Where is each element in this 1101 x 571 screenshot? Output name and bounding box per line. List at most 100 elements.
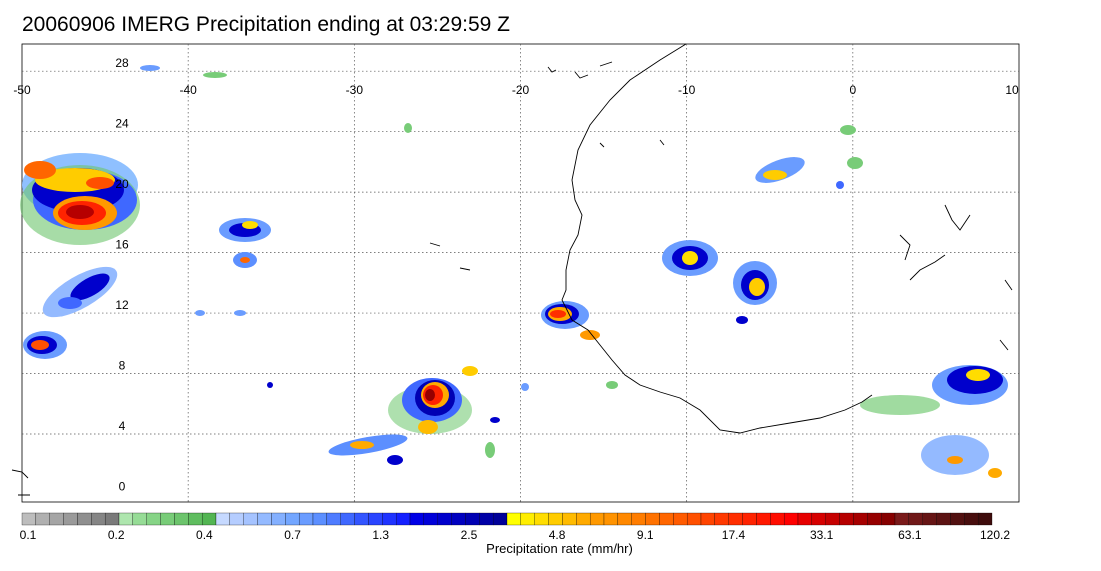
lon-tick-label: 0 [849,83,856,97]
lat-tick-label: 20 [115,177,129,191]
colorbar-swatch [506,512,522,526]
colorbar-tick-label: 33.1 [809,528,834,542]
colorbar-swatch [603,512,619,526]
colorbar-swatch [548,512,563,526]
colorbar-swatch [229,512,244,526]
colorbar-swatch [534,512,549,526]
colorbar-swatch [271,512,286,526]
colorbar-swatch [326,512,341,526]
colorbar-swatch [742,512,757,526]
colorbar-swatch [811,512,826,526]
lat-tick-label: 28 [115,56,129,70]
colorbar-swatch [63,512,78,526]
rain-cell [20,153,140,245]
colorbar-swatch [922,512,937,526]
lon-tick-label: -20 [512,83,530,97]
rain-cell [860,365,1008,478]
colorbar-swatch [257,512,272,526]
rain-cell [42,266,118,318]
rain-cell [541,301,600,340]
colorbar-swatch [354,512,369,526]
colorbar-swatch [700,512,716,526]
colorbar-swatch [770,512,785,526]
lon-tick-label: -50 [13,83,31,97]
rain-cell [23,331,67,359]
colorbar-swatch [936,512,951,526]
colorbar-swatch [423,512,438,526]
colorbar-swatch [977,512,993,526]
colorbar-swatch [451,512,466,526]
colorbar-swatch [853,512,868,526]
colorbar-swatch [714,512,729,526]
colorbar-swatch [91,512,106,526]
colorbar-swatch [409,512,425,526]
colorbar-swatch [617,512,632,526]
colorbar-swatch [589,512,605,526]
colorbar-swatch [562,512,577,526]
colorbar-swatch [49,512,64,526]
colorbar-swatch [382,512,397,526]
colorbar-swatch [368,512,383,526]
lat-tick-label: 0 [119,479,126,493]
light-rain-patches [140,65,863,458]
colorbar-swatch [825,512,840,526]
precipitation-field [20,65,1008,478]
colorbar-swatch [35,512,50,526]
colorbar-swatch [437,512,452,526]
colorbar-swatch [673,512,688,526]
colorbar-swatch [340,512,355,526]
colorbar-swatch [908,512,923,526]
colorbar-swatch [964,512,979,526]
lon-tick-label: 10 [1005,83,1019,97]
colorbar-tick-label: 0.2 [107,528,125,542]
colorbar-swatch [174,512,189,526]
rain-cell [219,218,271,268]
lat-tick-label: 12 [115,298,129,312]
colorbar-tick-label: 9.1 [636,528,654,542]
chart-title: 20060906 IMERG Precipitation ending at 0… [22,13,510,36]
lat-tick-label: 16 [115,238,129,252]
colorbar-swatch [146,512,161,526]
colorbar-swatch [298,512,314,526]
colorbar-swatch [631,512,646,526]
colorbar-swatch [160,512,175,526]
colorbar-swatch [576,512,591,526]
colorbar-tick-label: 0.7 [284,528,301,542]
colorbar-tick-label: 2.5 [460,528,478,542]
colorbar-swatch [756,512,771,526]
lat-tick-label: 8 [119,359,126,373]
colorbar-swatch [465,512,480,526]
lat-tick-label: 4 [119,419,126,433]
colorbar-tick-label: 63.1 [898,528,922,542]
colorbar-swatch [839,512,854,526]
colorbar-swatch [395,512,411,526]
colorbar-swatch [312,512,328,526]
colorbar-swatch [104,512,120,526]
colorbar-swatch [479,512,494,526]
colorbar-swatch [215,512,231,526]
colorbar-tick-label: 4.8 [548,528,566,542]
colorbar-swatch [243,512,258,526]
colorbar-tick-label: 0.1 [19,528,37,542]
colorbar-tick-label: 120.2 [979,528,1011,542]
lat-tick-label: 24 [115,117,129,131]
rain-cell [328,378,472,465]
rain-cell [662,157,805,324]
colorbar-swatch [797,512,813,526]
colorbar-swatch [188,512,203,526]
colorbar-swatch [285,512,300,526]
colorbar-swatch [77,512,92,526]
coastlines [11,43,1013,496]
colorbar-swatch [659,512,674,526]
colorbar-swatch [520,512,535,526]
lon-tick-label: -30 [346,83,364,97]
colorbar-tick-label: 1.3 [372,528,390,542]
colorbar-swatch [880,512,896,526]
colorbar-swatch [783,512,799,526]
colorbar-tick-label: 0.4 [196,528,213,542]
colorbar-swatch [950,512,965,526]
colorbar-swatch [867,512,882,526]
colorbar-tick-label: 17.4 [721,528,746,542]
colorbar-swatch [728,512,743,526]
